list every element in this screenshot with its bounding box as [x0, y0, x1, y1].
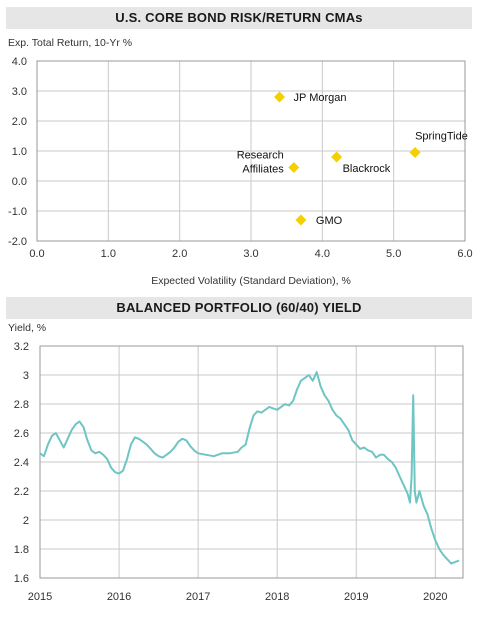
data-point-label: JP Morgan — [294, 92, 347, 104]
data-point — [274, 91, 286, 103]
data-point — [331, 151, 343, 163]
yield-series-line — [39, 371, 460, 565]
x-tick-label: 4.0 — [315, 248, 330, 260]
scatter-chart: Exp. Total Return, 10-Yr % 0.0 1.0 2.0 3.0 4.… — [8, 37, 473, 287]
data-point-label: Affiliates — [242, 164, 284, 176]
data-point-label: Research — [237, 150, 284, 162]
x-tick-label: 2018 — [265, 591, 289, 603]
x-tick-label: 2.0 — [172, 248, 187, 260]
y-tick-label: 2.6 — [14, 428, 29, 440]
x-tick-label: 1.0 — [101, 248, 116, 260]
y-tick-label: 2.4 — [14, 457, 29, 469]
data-point — [295, 214, 307, 226]
y-tick-label: 3 — [23, 370, 29, 382]
chart-title-portfolio-yield: BALANCED PORTFOLIO (60/40) YIELD — [6, 297, 472, 319]
data-point-label: Blackrock — [343, 163, 391, 175]
plot-area-border — [39, 345, 464, 579]
x-tick-label: 2019 — [344, 591, 368, 603]
plot-area-border — [36, 60, 466, 242]
y-tick-label: 2.2 — [14, 486, 29, 498]
x-axis-label: Expected Volatility (Standard Deviation)… — [151, 275, 351, 287]
data-point-label: SpringTide — [415, 131, 468, 143]
data-point — [288, 162, 300, 173]
y-axis-label: Yield, % — [8, 322, 46, 334]
x-tick-label: 2017 — [186, 591, 210, 603]
y-tick-label: 1.8 — [14, 544, 29, 556]
x-tick-label: 5.0 — [386, 248, 401, 260]
x-tick-label: 0.0 — [29, 248, 44, 260]
data-point — [409, 147, 421, 158]
y-tick-label: 2 — [23, 515, 29, 527]
y-tick-label: 2.0 — [12, 116, 27, 128]
x-tick-label: 2020 — [423, 591, 447, 603]
x-tick-label: 2016 — [107, 591, 131, 603]
y-tick-label: 3.2 — [14, 341, 29, 353]
y-tick-label: 1.6 — [14, 573, 29, 585]
y-tick-label: 4.0 — [12, 56, 27, 68]
chart-title-risk-return: U.S. CORE BOND RISK/RETURN CMAs — [6, 7, 472, 29]
y-tick-label: 2.8 — [14, 399, 29, 411]
y-axis-label: Exp. Total Return, 10-Yr % — [8, 37, 132, 49]
data-point-label: GMO — [316, 215, 343, 227]
line-chart: Yield, % 1.6 1.8 2 2.2 2.4 2.6 2.8 3 3.2 2015 2016 2… — [8, 322, 464, 603]
x-tick-label: 2015 — [28, 591, 52, 603]
x-tick-label: 3.0 — [243, 248, 258, 260]
y-tick-label: 1.0 — [12, 146, 27, 158]
y-tick-label: 0.0 — [12, 176, 27, 188]
x-tick-label: 6.0 — [457, 248, 472, 260]
y-tick-label: -2.0 — [8, 236, 27, 248]
y-tick-label: -1.0 — [8, 206, 27, 218]
y-tick-label: 3.0 — [12, 86, 27, 98]
